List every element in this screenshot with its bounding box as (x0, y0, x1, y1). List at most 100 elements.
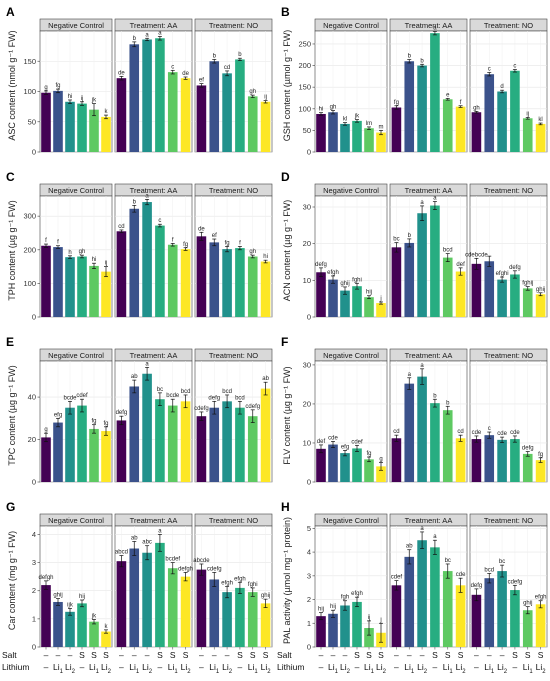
bar (442, 257, 453, 317)
x-factor-level: S (432, 650, 438, 660)
facet-title: Treatment: AA (130, 21, 178, 30)
facet-title: Negative Control (323, 351, 379, 360)
significance-letter: ab (262, 376, 269, 382)
bar (376, 466, 386, 482)
panel-g: G Car content (mg g⁻¹ FW) 0 1 2 3 4 Negative Co… (2, 500, 273, 675)
bar (65, 257, 75, 317)
significance-letter: ij (368, 615, 371, 621)
significance-letter: defg (509, 265, 521, 271)
significance-letter: hij (330, 604, 336, 610)
x-factor-row-label: Lithium (2, 662, 29, 672)
facet-plot-area (314, 195, 388, 318)
facet-2: Treatment: NO de ef fg f gh hi (194, 183, 273, 318)
bar (53, 247, 63, 317)
bar (260, 101, 271, 152)
significance-letter: cdef (76, 393, 88, 399)
facet-title: Treatment: AA (405, 21, 453, 30)
x-factor-level: Li2 (222, 662, 233, 675)
bar (41, 245, 51, 317)
bar (180, 576, 191, 647)
bar (316, 616, 326, 647)
significance-letter: bcde (63, 395, 77, 401)
significance-letter: cdefg (245, 404, 260, 410)
bar (167, 244, 178, 317)
x-factor-level: S (512, 650, 518, 660)
bar (101, 431, 111, 482)
facet-title: Treatment: NO (484, 21, 533, 30)
bar (235, 248, 245, 317)
bar (442, 571, 453, 647)
facet-plot-area (194, 360, 273, 483)
significance-letter: gh (249, 249, 256, 255)
facet-title: Treatment: NO (484, 516, 533, 525)
significance-letter: abcd (115, 550, 128, 556)
panel-letter: D (281, 170, 290, 184)
significance-letter: defg (522, 446, 534, 452)
facet-title: Treatment: NO (209, 516, 258, 525)
bar (155, 399, 165, 482)
significance-letter: ef (212, 233, 217, 239)
significance-letter: e (446, 92, 450, 98)
bar (522, 118, 533, 152)
x-factor-level: Li2 (101, 662, 112, 675)
significance-letter: efghi (496, 271, 509, 277)
x-factor-level: Li1 (129, 662, 140, 675)
significance-letter: hi (92, 257, 97, 263)
bar (235, 59, 245, 153)
bar (247, 416, 258, 482)
bar (209, 579, 220, 647)
facet-title: Treatment: NO (484, 351, 533, 360)
x-factor-level: – (394, 662, 399, 672)
significance-letter: cd (224, 65, 230, 71)
y-axis-title: PAL activity (µmol mg⁻¹ protein) (282, 517, 292, 644)
facet-title: Negative Control (323, 516, 379, 525)
significance-letter: hij (366, 290, 372, 296)
y-tick-label: 150 (23, 57, 36, 66)
y-tick-label: 20 (303, 399, 311, 408)
bar (352, 601, 362, 647)
x-factor-level: – (44, 662, 49, 672)
significance-letter: c (488, 66, 491, 72)
bar (376, 132, 386, 152)
bar (116, 420, 127, 482)
bar (41, 585, 51, 647)
significance-letter: defgh (178, 566, 193, 572)
significance-letter: ij (105, 261, 108, 267)
x-factor-level: – (319, 650, 324, 660)
facet-plot-area (314, 30, 388, 153)
significance-letter: abc (142, 540, 152, 546)
facet-plot-area (469, 195, 548, 318)
facet-title: Negative Control (48, 21, 104, 30)
facet-2: Treatment: NO ef b cd b gh ij (194, 18, 273, 153)
significance-letter: bcd (181, 389, 191, 395)
significance-letter: ghij (53, 593, 62, 599)
significance-letter: ghij (340, 281, 349, 287)
y-tick-label: 0 (307, 478, 311, 487)
bar (41, 92, 51, 152)
y-tick-label: 4 (32, 530, 36, 539)
x-factor-level: – (238, 662, 243, 672)
significance-letter: m (379, 124, 384, 130)
x-factor-level: – (355, 662, 360, 672)
facet-plot-area (114, 525, 193, 648)
significance-letter: cd (118, 224, 124, 230)
x-factor-level: S (170, 650, 176, 660)
bar (404, 242, 415, 317)
significance-letter: b (213, 53, 217, 59)
significance-letter: b (433, 393, 437, 399)
significance-letter: gh (330, 105, 337, 111)
x-factor-level: Li1 (328, 662, 339, 675)
x-factor-level: – (225, 650, 230, 660)
significance-letter: a (433, 25, 437, 31)
facet-title: Treatment: AA (405, 351, 453, 360)
bar (116, 78, 127, 152)
bar (455, 585, 466, 647)
facet-plot-area (389, 525, 468, 648)
bar (65, 101, 75, 152)
bar (455, 438, 466, 482)
bar (484, 74, 495, 152)
